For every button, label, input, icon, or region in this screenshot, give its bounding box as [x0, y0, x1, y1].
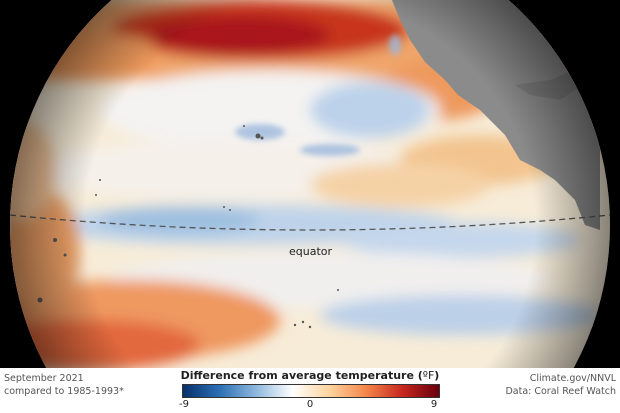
legend-title: Difference from average temperature (ºF)	[180, 369, 440, 382]
tick-min: -9	[179, 399, 189, 410]
equator-label: equator	[289, 245, 333, 258]
globe-svg	[10, 0, 610, 368]
footer: September 2021 compared to 1985-1993* Di…	[0, 368, 620, 413]
tick-max: 9	[430, 399, 438, 410]
credit-data: Data: Coral Reef Watch	[505, 386, 616, 397]
sea-surface-temperature-map: equator	[10, 0, 610, 368]
unit-label: ºF	[422, 369, 435, 382]
date-info: September 2021 compared to 1985-1993*	[4, 372, 124, 398]
credit-source-link: Climate.gov/NNVL	[529, 373, 616, 384]
baseline-line: compared to 1985-1993*	[4, 386, 124, 397]
credits: Climate.gov/NNVL Data: Coral Reef Watch	[505, 372, 616, 398]
color-scale-bar	[182, 384, 440, 398]
date-line: September 2021	[4, 373, 84, 384]
globe	[10, 0, 610, 368]
tick-mid: 0	[306, 399, 314, 410]
